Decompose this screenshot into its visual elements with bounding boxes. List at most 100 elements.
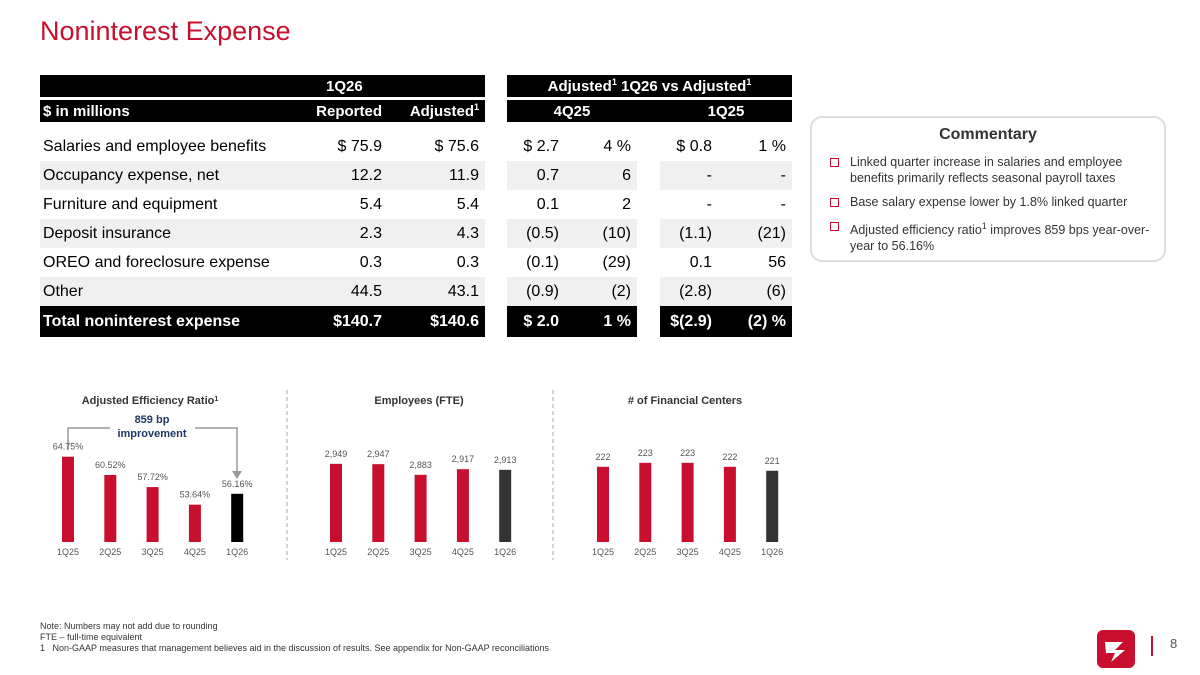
cell: (1.1) (660, 219, 718, 248)
cell: 5.4 (456, 195, 479, 213)
bar (231, 493, 244, 542)
value-label: 221 (765, 456, 780, 466)
x-tick-label: 1Q25 (325, 547, 347, 557)
column-header: $ in millions (40, 100, 290, 122)
x-tick-label: 4Q25 (184, 547, 206, 557)
value-label: 223 (680, 448, 695, 458)
bar (499, 469, 512, 542)
cell: 12.2 (290, 161, 388, 190)
cell: 2.3 (290, 219, 388, 248)
group-header: 1Q26 (290, 75, 485, 97)
value-label: 2,917 (452, 454, 475, 464)
bullet-text: Linked quarter increase in salaries and … (850, 155, 1123, 185)
group-header: Adjusted (547, 78, 612, 95)
bar (639, 462, 652, 542)
cell: (10) (565, 219, 637, 248)
column-header: Adjusted1 (388, 100, 485, 122)
spacer (637, 132, 660, 161)
cell: $ 2.0 (507, 306, 565, 337)
value-label: 223 (638, 448, 653, 458)
spacer (637, 277, 660, 306)
row-label: Salaries and employee benefits (43, 137, 267, 155)
bar (681, 462, 694, 542)
cell: (0.9) (507, 277, 565, 306)
commentary-list: Linked quarter increase in salaries and … (812, 154, 1164, 254)
spacer (485, 190, 507, 219)
group-header-row: 1Q26 Adjusted1 1Q26 vs Adjusted1 (40, 75, 792, 97)
cell: $(2.9) (660, 306, 718, 337)
cell: (29) (602, 253, 631, 271)
value-label: 222 (722, 452, 737, 462)
column-header-row: $ in millions Reported Adjusted1 4Q25 1Q… (40, 100, 792, 122)
cell: $140.7 (290, 306, 388, 337)
cell: 0.1 (689, 253, 712, 271)
column-header: Reported (290, 100, 388, 122)
x-tick-label: 2Q25 (634, 547, 656, 557)
spacer (637, 248, 660, 277)
chart-title: # of Financial Centers (628, 395, 742, 407)
cell: (2) (565, 277, 637, 306)
note: FTE – full-time equivalent (40, 632, 143, 642)
footnotes: Note: Numbers may not add due to roundin… (40, 621, 549, 654)
logo (1097, 630, 1153, 668)
x-tick-label: 3Q25 (142, 547, 164, 557)
table-row: Total noninterest expense $140.7 $140.6 $ 2… (40, 306, 792, 337)
page-number: 8 (1170, 636, 1178, 651)
footnote-marker: 1 (981, 221, 987, 231)
bullet-text: Base salary expense lower by 1.8% linked… (850, 195, 1128, 209)
cell: 1 % (565, 306, 637, 337)
spacer (485, 219, 507, 248)
bullet: Linked quarter increase in salaries and … (830, 154, 1152, 186)
cell: 0.1 (536, 195, 559, 213)
spacer (637, 190, 660, 219)
bar (146, 487, 159, 542)
table-row: Salaries and employee benefits $ 75.9 $ 75… (40, 132, 792, 161)
bar (104, 474, 117, 542)
cell: 1 % (758, 137, 786, 155)
spacer (485, 132, 507, 161)
chart-title: Employees (FTE) (374, 395, 464, 407)
note: Note: Numbers may not add due to roundin… (40, 621, 218, 631)
cell: (0.5) (507, 219, 565, 248)
bar (330, 463, 342, 542)
footnote-marker: 1 (611, 77, 617, 87)
x-tick-label: 4Q25 (719, 547, 741, 557)
value-label: 2,949 (325, 449, 348, 459)
commentary-box: Commentary Linked quarter increase in sa… (810, 116, 1166, 262)
note: 1 Non-GAAP measures that management beli… (40, 643, 549, 654)
footnote-marker: 1 (473, 102, 479, 112)
bullet-text: Adjusted efficiency ratio (850, 223, 982, 238)
bar (62, 456, 74, 542)
x-tick-label: 1Q25 (592, 547, 614, 557)
value-label: 56.16% (222, 479, 253, 489)
table-row: Furniture and equipment 5.4 5.4 0.1 2 - - (40, 190, 792, 219)
cell: 6 (565, 161, 637, 190)
cell: (6) (718, 277, 792, 306)
value-label: 57.72% (137, 472, 168, 482)
charts: Adjusted Efficiency Ratio1 859 bp improvem… (53, 390, 783, 560)
row-label: Occupancy expense, net (40, 161, 290, 190)
value-label: 60.52% (95, 460, 126, 470)
row-label: Total noninterest expense (40, 306, 290, 337)
x-tick-label: 1Q25 (57, 547, 79, 557)
row-label: OREO and foreclosure expense (43, 253, 270, 271)
bullet: Adjusted efficiency ratio1 improves 859 … (830, 218, 1152, 254)
x-tick-label: 2Q25 (99, 547, 121, 557)
x-tick-label: 1Q26 (494, 547, 516, 557)
cell: 43.1 (388, 277, 485, 306)
table-row: Deposit insurance 2.3 4.3 (0.5) (10) (1.1) (21… (40, 219, 792, 248)
value-label: 53.64% (180, 490, 211, 500)
expense-table: 1Q26 Adjusted1 1Q26 vs Adjusted1 $ in mi… (40, 75, 792, 337)
cell: $ 75.9 (337, 137, 382, 155)
cell: 4 % (603, 137, 631, 155)
footnote-marker: 1 (746, 77, 752, 87)
x-tick-label: 4Q25 (452, 547, 474, 557)
note: Non-GAAP measures that management believ… (52, 643, 549, 653)
spacer (485, 306, 507, 337)
row-label: Other (40, 277, 290, 306)
bar (723, 466, 736, 542)
bar (188, 504, 201, 542)
cell: 56 (768, 253, 786, 271)
x-tick-label: 3Q25 (410, 547, 432, 557)
